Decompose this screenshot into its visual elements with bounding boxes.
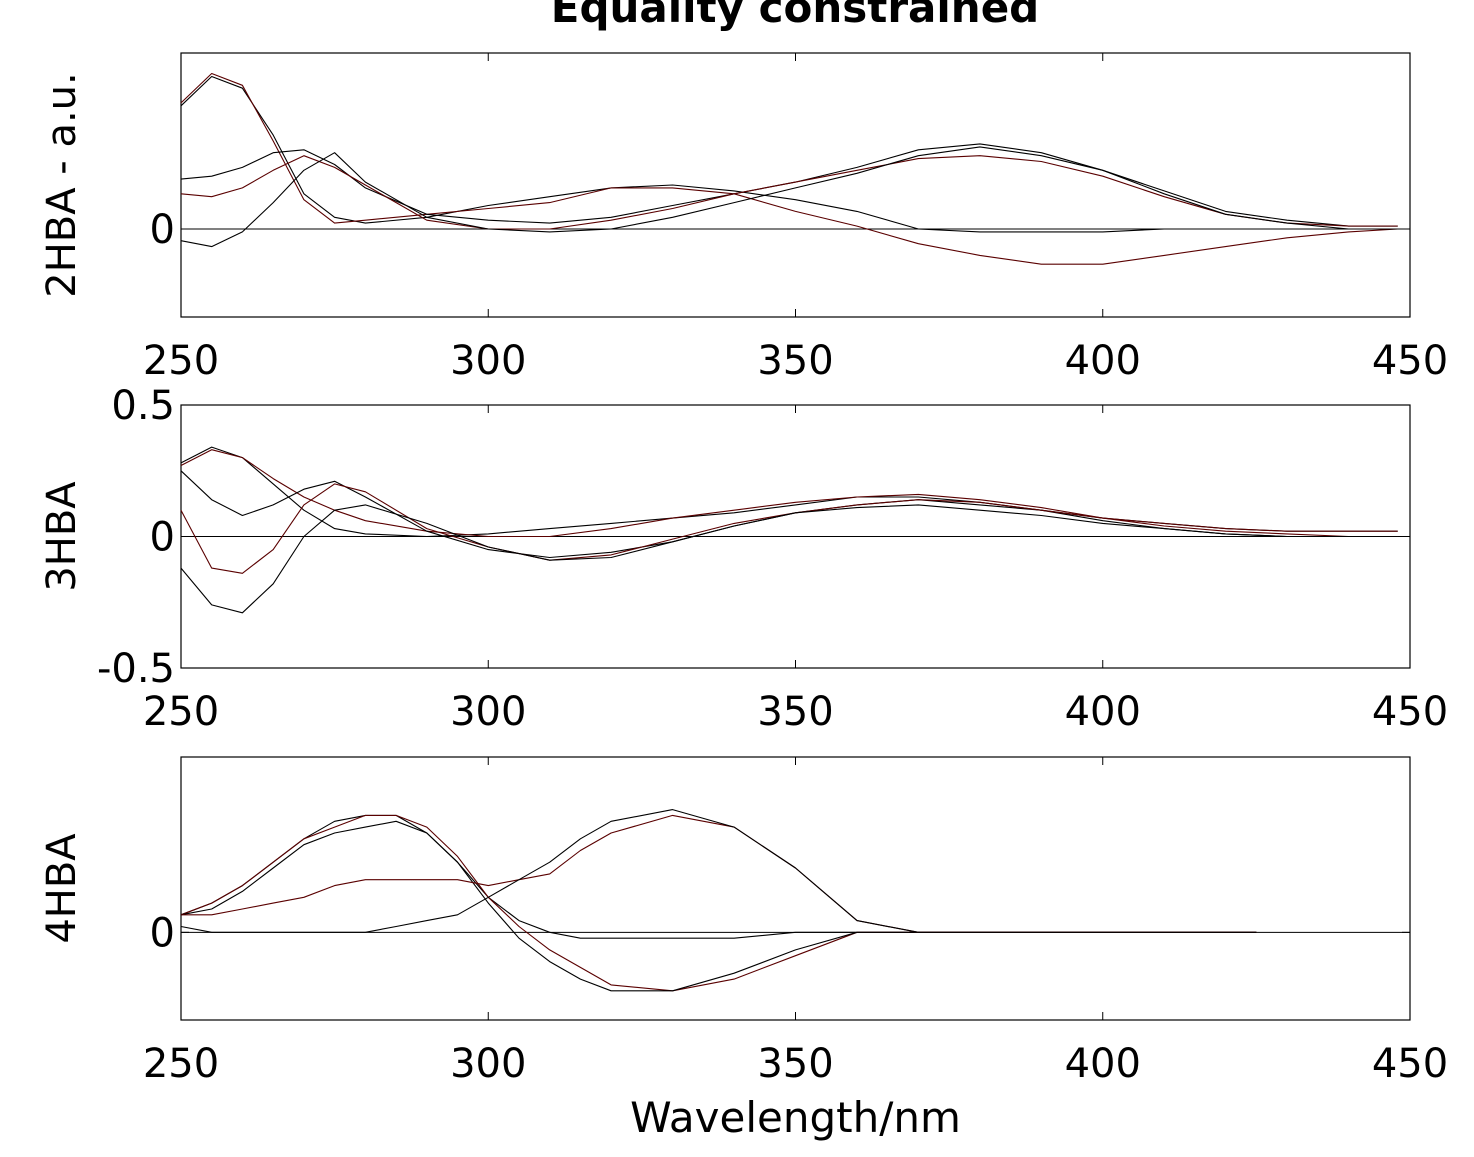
series-line-1 bbox=[180, 814, 1257, 939]
x-tick-label: 350 bbox=[757, 338, 833, 384]
y-axis-label: 4HBA bbox=[39, 833, 85, 944]
x-tick-label: 300 bbox=[450, 689, 526, 735]
axes-frame bbox=[180, 756, 1411, 1021]
x-tick-label: 400 bbox=[1065, 1041, 1141, 1087]
subplot-3: 250 300 350 400 450 0 4HBA Wavelength/nm bbox=[39, 756, 1448, 1142]
series-line-5 bbox=[180, 146, 1398, 248]
series-line-4 bbox=[181, 814, 1257, 933]
x-tick-label: 400 bbox=[1065, 689, 1141, 735]
x-tick-label: 300 bbox=[450, 338, 526, 384]
x-tick-label: 450 bbox=[1372, 689, 1448, 735]
x-tick-label: 350 bbox=[757, 1041, 833, 1087]
series-line-2 bbox=[180, 449, 1398, 538]
x-tick-label: 450 bbox=[1372, 1041, 1448, 1087]
y-tick-label: 0 bbox=[150, 515, 175, 561]
x-tick-label: 250 bbox=[143, 1041, 219, 1087]
x-tick-label: 250 bbox=[143, 689, 219, 735]
y-tick-label: -0.5 bbox=[97, 646, 175, 692]
y-tick-label: 0 bbox=[150, 207, 175, 253]
y-tick-label: 0.5 bbox=[111, 383, 175, 429]
subplot-1: 250 300 350 400 450 0 2HBA - a.u. bbox=[39, 52, 1448, 384]
series-line-3 bbox=[180, 820, 1257, 992]
y-axis-label: 2HBA - a.u. bbox=[39, 72, 85, 298]
x-tick-label: 250 bbox=[143, 338, 219, 384]
series-line-4 bbox=[180, 483, 1398, 574]
x-tick-label: 300 bbox=[450, 1041, 526, 1087]
series-line-4 bbox=[180, 155, 1398, 230]
series-line-2 bbox=[180, 72, 1398, 265]
series-line-2 bbox=[180, 814, 1257, 992]
subplots: 250 300 350 400 450 0 2HBA - a.u. 250 300 350 400 4… bbox=[39, 52, 1448, 1142]
figure-title: Equality constrained bbox=[551, 0, 1040, 32]
x-axis-label: Wavelength/nm bbox=[630, 1093, 961, 1142]
y-axis-label: 3HBA bbox=[39, 481, 85, 592]
series-line-1 bbox=[180, 75, 1398, 233]
x-tick-label: 350 bbox=[757, 689, 833, 735]
series-line-5 bbox=[180, 504, 1398, 614]
series-line-3 bbox=[180, 143, 1398, 227]
series-line-5 bbox=[180, 809, 1257, 933]
x-tick-label: 450 bbox=[1372, 338, 1448, 384]
subplot-2: 250 300 350 400 450 0.5 0 -0.5 3HBA bbox=[39, 383, 1448, 735]
x-tick-label: 400 bbox=[1065, 338, 1141, 384]
y-tick-label: 0 bbox=[150, 910, 175, 956]
